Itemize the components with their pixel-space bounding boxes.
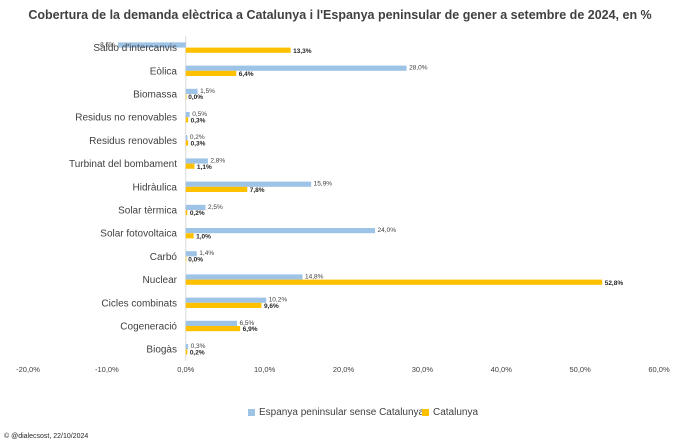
bar-catalunya [185, 140, 189, 146]
data-label-catalunya: 0,2% [190, 349, 205, 356]
category-label: Solar fotovoltaica [100, 229, 177, 240]
legend-label-catalunya: Catalunya [433, 407, 478, 418]
data-label-catalunya: 6,9% [243, 326, 258, 333]
x-tick-label: -10,0% [95, 365, 119, 374]
x-tick-label: 50,0% [569, 365, 591, 374]
data-label-espanya: 24,0% [378, 227, 397, 234]
bar-catalunya [185, 117, 189, 123]
data-label-espanya: 0,2% [190, 134, 205, 141]
bar-espanya [117, 42, 186, 48]
data-label-espanya: 10,2% [269, 297, 288, 304]
bar-espanya [185, 251, 197, 257]
bar-catalunya [185, 163, 195, 169]
bar-catalunya [185, 210, 188, 216]
bar-espanya [185, 274, 303, 280]
category-label: Biomassa [133, 90, 177, 101]
bar-espanya [185, 320, 238, 326]
data-label-espanya: 1,4% [199, 250, 214, 257]
x-tick-label: 60,0% [648, 365, 670, 374]
x-tick-label: 20,0% [333, 365, 355, 374]
category-label: Solar tèrmica [118, 206, 177, 217]
data-label-catalunya: 1,1% [197, 164, 212, 171]
category-label: Residus renovables [89, 136, 177, 147]
bar-espanya [185, 344, 189, 350]
chart-title: Cobertura de la demanda elèctrica a Cata… [28, 8, 651, 22]
bar-espanya [185, 135, 188, 141]
data-label-catalunya: 52,8% [605, 280, 624, 287]
bar-espanya [185, 65, 407, 71]
data-label-catalunya: 9,6% [264, 303, 279, 310]
category-label: Cogeneració [120, 322, 177, 333]
category-label: Biogàs [146, 345, 177, 356]
data-label-catalunya: 7,8% [250, 187, 265, 194]
legend: Espanya peninsular sense Catalunya Catalu… [248, 407, 478, 418]
data-label-espanya: 14,8% [305, 273, 324, 280]
data-label-catalunya: 0,3% [191, 141, 206, 148]
bar-catalunya [185, 47, 291, 53]
data-label-espanya: 6,5% [240, 320, 255, 327]
legend-swatch-espanya [248, 409, 255, 416]
bar-espanya [185, 158, 208, 164]
data-label-catalunya: 1,0% [196, 233, 211, 240]
data-label-catalunya: 0,3% [191, 117, 206, 124]
bar-catalunya [185, 279, 603, 285]
bar-catalunya [185, 94, 187, 100]
x-tick-label: 10,0% [254, 365, 276, 374]
data-label-espanya: 2,5% [208, 204, 223, 211]
bar-espanya [185, 228, 376, 234]
bar-espanya [185, 181, 312, 187]
x-tick-label: -20,0% [16, 365, 40, 374]
category-label: Carbó [150, 252, 178, 263]
data-label-catalunya: 6,4% [239, 71, 254, 78]
data-label-espanya: -8,6% [98, 41, 115, 48]
category-label: Eòlica [150, 66, 178, 77]
bar-catalunya [185, 326, 241, 332]
data-label-espanya: 0,5% [192, 111, 207, 118]
bar-catalunya [185, 233, 194, 239]
data-label-catalunya: 13,3% [293, 48, 312, 55]
category-label: Residus no renovables [75, 113, 177, 124]
credit-text: © @dialecsost, 22/10/2024 [4, 432, 88, 440]
bar-catalunya [185, 256, 187, 262]
x-tick-label: 40,0% [491, 365, 513, 374]
bar-espanya [185, 204, 206, 210]
data-label-catalunya: 0,0% [188, 257, 203, 264]
data-label-espanya: 0,3% [191, 343, 206, 350]
x-tick-label: 0,0% [177, 365, 194, 374]
data-label-espanya: 1,5% [200, 88, 215, 95]
data-label-espanya: 28,0% [409, 65, 428, 72]
category-label: Hidràulica [133, 182, 178, 193]
data-label-espanya: 15,9% [314, 181, 333, 188]
category-label: Cicles combinats [101, 298, 177, 309]
bar-espanya [185, 297, 267, 303]
data-label-catalunya: 0,0% [188, 94, 203, 101]
bar-catalunya [185, 186, 248, 192]
category-label: Turbinat del bombament [69, 159, 177, 170]
bar-catalunya [185, 70, 237, 76]
data-label-catalunya: 0,2% [190, 210, 205, 217]
bar-catalunya [185, 302, 262, 308]
data-label-espanya: 2,8% [210, 157, 225, 164]
category-label: Nuclear [143, 275, 178, 286]
bar-espanya [185, 88, 198, 94]
legend-swatch-catalunya [422, 409, 429, 416]
category-label: Saldo d'intercanvis [93, 43, 177, 54]
legend-label-espanya: Espanya peninsular sense Catalunya [259, 407, 425, 418]
x-tick-label: 30,0% [412, 365, 434, 374]
bar-espanya [185, 112, 190, 118]
bar-catalunya [185, 349, 188, 355]
